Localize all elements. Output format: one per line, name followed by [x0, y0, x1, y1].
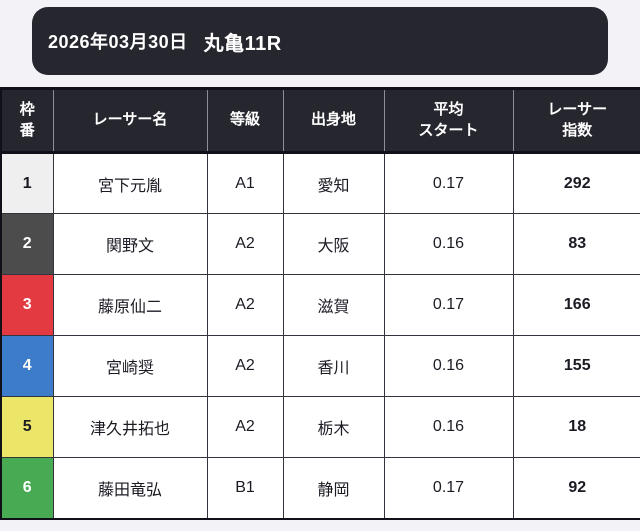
racer-name-cell: 宮崎奨: [52, 335, 208, 397]
racer-index-cell: 166: [512, 274, 640, 336]
racer-table: 枠 番 レーサー名 等級 出身地 平均 スタート レーサー 指数 1 宮下元胤 …: [0, 87, 640, 520]
grade-cell: A1: [206, 152, 284, 214]
origin-cell: 栃木: [282, 396, 385, 458]
racer-name-cell: 関野文: [52, 213, 208, 275]
avg-start-cell: 0.17: [383, 274, 514, 336]
race-header-bar: 2026年03月30日 丸亀11R: [32, 7, 608, 75]
racer-name-cell: 藤原仙二: [52, 274, 208, 336]
column-header-name: レーサー名: [52, 87, 208, 154]
grade-cell: A2: [206, 274, 284, 336]
grade-cell: B1: [206, 457, 284, 520]
grade-cell: A2: [206, 335, 284, 397]
avg-start-cell: 0.16: [383, 213, 514, 275]
racer-index-cell: 18: [512, 396, 640, 458]
header-row: 枠 番 レーサー名 等級 出身地 平均 スタート レーサー 指数: [0, 87, 640, 154]
racer-name-cell: 藤田竜弘: [52, 457, 208, 520]
origin-cell: 静岡: [282, 457, 385, 520]
race-title: 丸亀11R: [203, 32, 282, 55]
frame-number-badge: 4: [0, 335, 54, 397]
table-row: 6 藤田竜弘 B1 静岡 0.17 92: [0, 457, 640, 520]
racer-name-cell: 宮下元胤: [52, 152, 208, 214]
frame-number-badge: 5: [0, 396, 54, 458]
racer-index-cell: 292: [512, 152, 640, 214]
frame-number-badge: 2: [0, 213, 54, 275]
column-header-waku: 枠 番: [0, 87, 54, 154]
origin-cell: 大阪: [282, 213, 385, 275]
avg-start-cell: 0.17: [383, 152, 514, 214]
racer-index-cell: 92: [512, 457, 640, 520]
racer-table-header: 枠 番 レーサー名 等級 出身地 平均 スタート レーサー 指数: [0, 87, 640, 154]
column-header-index: レーサー 指数: [512, 87, 640, 154]
avg-start-cell: 0.17: [383, 457, 514, 520]
column-header-origin: 出身地: [282, 87, 385, 154]
table-row: 1 宮下元胤 A1 愛知 0.17 292: [0, 152, 640, 214]
table-row: 4 宮崎奨 A2 香川 0.16 155: [0, 335, 640, 397]
avg-start-cell: 0.16: [383, 335, 514, 397]
origin-cell: 愛知: [282, 152, 385, 214]
avg-start-cell: 0.16: [383, 396, 514, 458]
origin-cell: 滋賀: [282, 274, 385, 336]
frame-number-badge: 3: [0, 274, 54, 336]
table-row: 2 関野文 A2 大阪 0.16 83: [0, 213, 640, 275]
grade-cell: A2: [206, 213, 284, 275]
column-header-avg-start: 平均 スタート: [383, 87, 514, 154]
column-header-grade: 等級: [206, 87, 284, 154]
frame-number-badge: 6: [0, 457, 54, 520]
origin-cell: 香川: [282, 335, 385, 397]
race-date: 2026年03月30日: [48, 32, 188, 52]
grade-cell: A2: [206, 396, 284, 458]
racer-name-cell: 津久井拓也: [52, 396, 208, 458]
table-row: 3 藤原仙二 A2 滋賀 0.17 166: [0, 274, 640, 336]
racer-index-cell: 155: [512, 335, 640, 397]
racer-index-cell: 83: [512, 213, 640, 275]
racer-table-body: 1 宮下元胤 A1 愛知 0.17 292 2 関野文 A2 大阪 0.16 8…: [0, 152, 640, 520]
table-row: 5 津久井拓也 A2 栃木 0.16 18: [0, 396, 640, 458]
frame-number-badge: 1: [0, 152, 54, 214]
